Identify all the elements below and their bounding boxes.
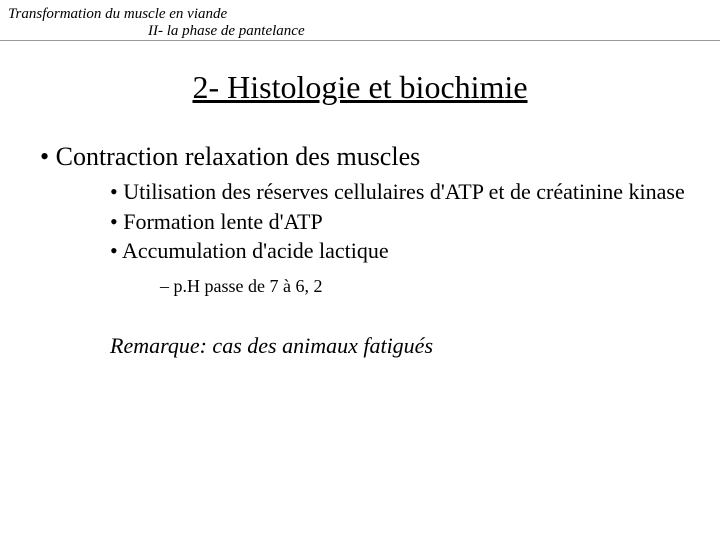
slide-content: Contraction relaxation des muscles Utili…: [0, 142, 720, 359]
slide-title: 2- Histologie et biochimie: [0, 69, 720, 106]
header-line-2: II- la phase de pantelance: [148, 23, 712, 40]
bullet-sub-0: Utilisation des réserves cellulaires d'A…: [110, 178, 690, 206]
bullet-sub-1: Formation lente d'ATP: [110, 208, 690, 236]
bullet-sub-2: Accumulation d'acide lactique p.H passe …: [110, 237, 690, 297]
slide-header: Transformation du muscle en viande II- l…: [0, 0, 720, 41]
bullet-sub-2-text: Accumulation d'acide lactique: [122, 238, 389, 263]
bullet-main: Contraction relaxation des muscles Utili…: [40, 142, 690, 297]
remark-text: Remarque: cas des animaux fatigués: [110, 333, 690, 359]
bullet-subsub: p.H passe de 7 à 6, 2: [160, 275, 690, 298]
header-line-1: Transformation du muscle en viande: [8, 6, 712, 23]
bullet-main-text: Contraction relaxation des muscles: [56, 142, 421, 171]
